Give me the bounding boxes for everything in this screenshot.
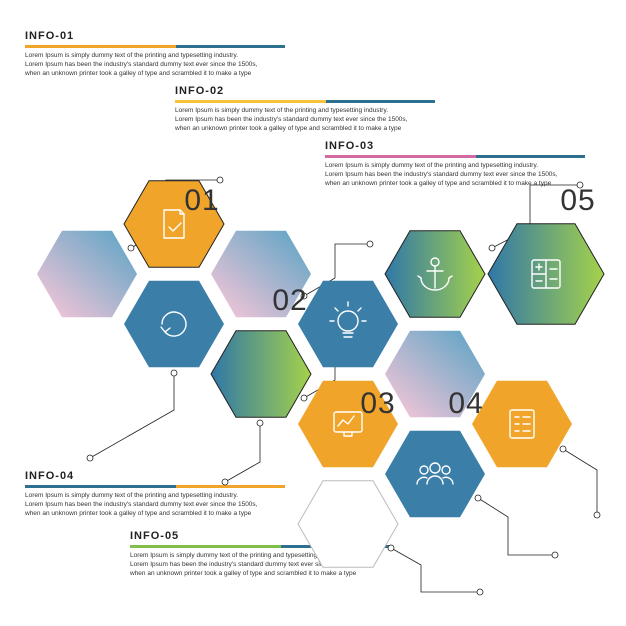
step-num-04: 04 (448, 387, 483, 420)
hexagon-infographic: 01 02 03 04 05 (0, 0, 626, 626)
hex-h-13 (488, 224, 604, 324)
connector-node (217, 177, 223, 183)
connector-node (552, 552, 558, 558)
connector-node (367, 241, 373, 247)
connector (563, 449, 597, 515)
connector-node (87, 455, 93, 461)
hex-h-01 (37, 231, 137, 318)
hex-h-06 (298, 281, 398, 368)
hex-h-05 (211, 331, 311, 418)
connector-node (128, 245, 134, 251)
step-num-02: 02 (272, 284, 307, 317)
hex-h-08 (298, 481, 398, 568)
connector-node (171, 370, 177, 376)
connector-node (257, 420, 263, 426)
connector-node (222, 479, 228, 485)
hex-h-09 (385, 231, 485, 318)
step-num-05: 05 (560, 184, 595, 217)
hex-h-11 (385, 431, 485, 518)
step-num-01: 01 (184, 184, 219, 217)
connector-node (560, 446, 566, 452)
connector-node (301, 395, 307, 401)
step-num-03: 03 (360, 387, 395, 420)
connector-node (489, 245, 495, 251)
connector-node (388, 545, 394, 551)
connector-node (477, 589, 483, 595)
connector-node (475, 495, 481, 501)
connector (478, 498, 555, 555)
connector (225, 423, 260, 482)
hex-h-12 (472, 381, 572, 468)
connector (90, 373, 174, 458)
hex-h-03 (124, 281, 224, 368)
connector (391, 548, 480, 592)
connector-node (594, 512, 600, 518)
